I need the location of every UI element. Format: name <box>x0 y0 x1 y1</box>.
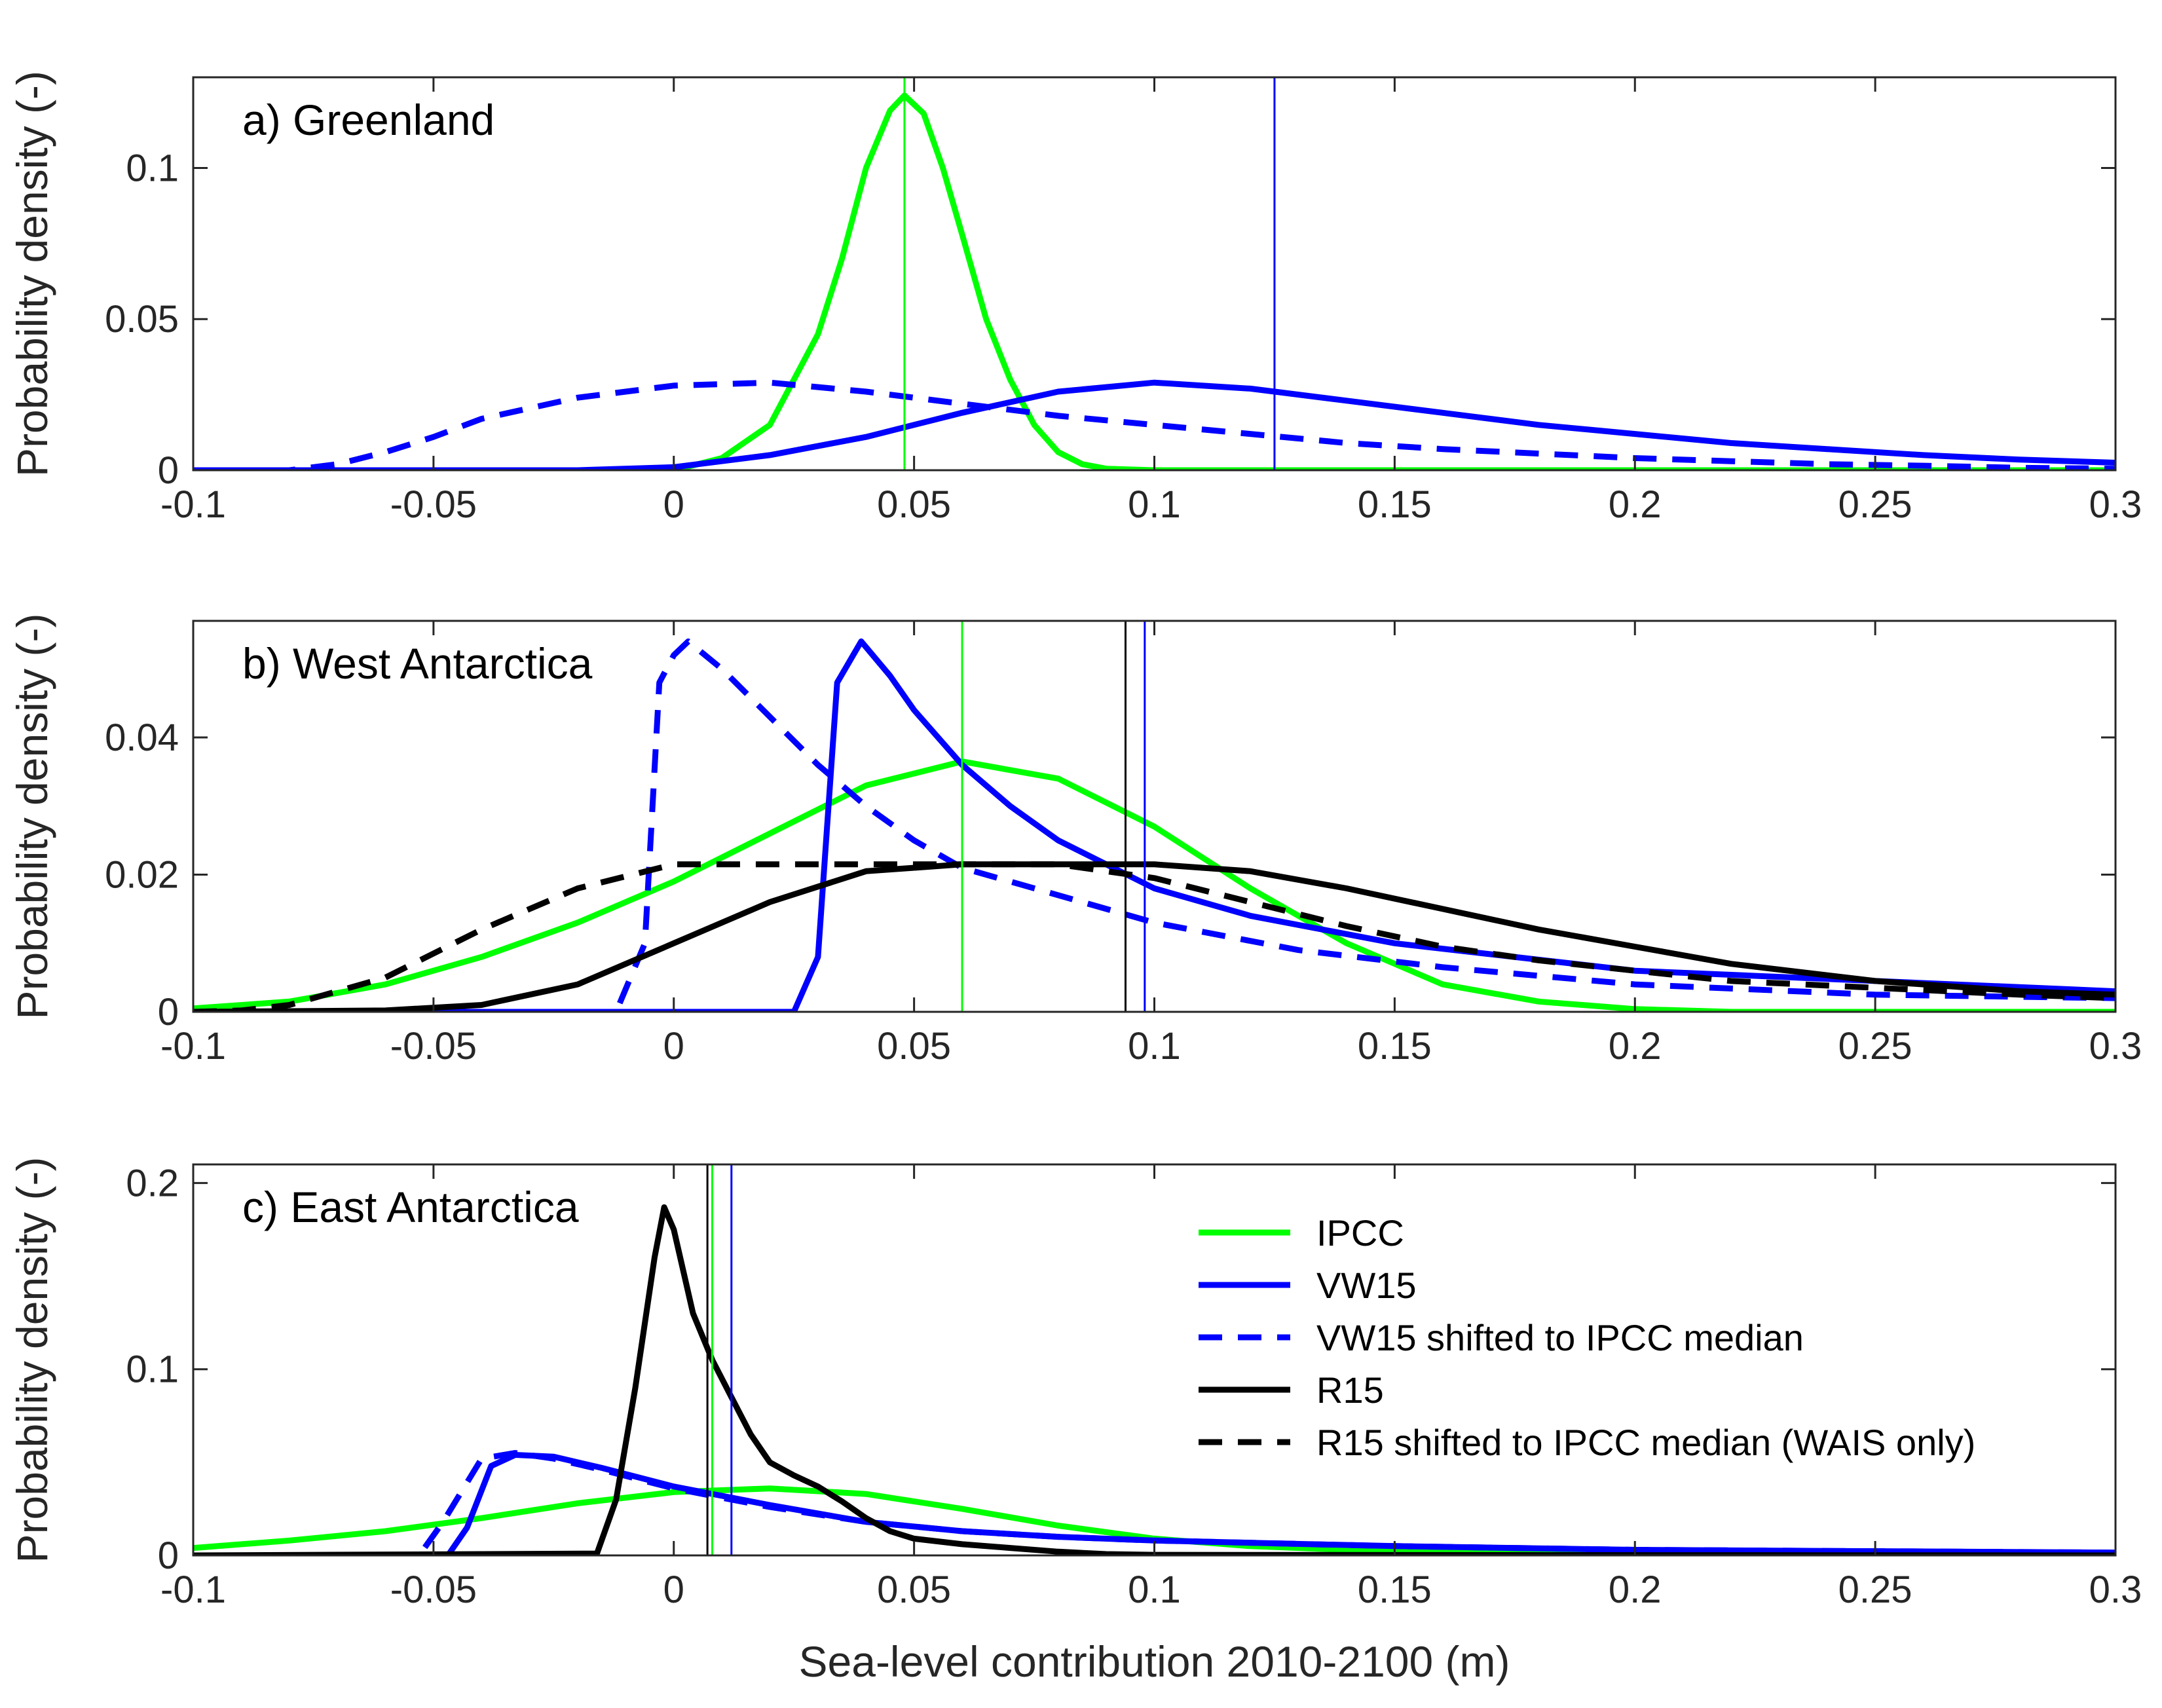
x-tick-label: 0.3 <box>2089 1569 2142 1611</box>
x-tick-label: 0.1 <box>1128 1025 1181 1068</box>
y-tick-label: 0.1 <box>126 147 179 189</box>
x-tick-label: 0.05 <box>877 1569 951 1611</box>
x-tick-label: 0.2 <box>1609 1025 1662 1068</box>
x-tick-label: 0.25 <box>1838 1025 1912 1068</box>
series-line-r15 <box>193 861 2115 1012</box>
x-tick-label: 0 <box>663 1569 684 1611</box>
panel-1: -0.1 -0.05 0 0.05 0.1 0.15 0.2 0.25 0.3 0 0.05 0.1 P… <box>8 71 2142 526</box>
legend-label: IPCC <box>1316 1212 1404 1253</box>
panel-title: a) Greenland <box>242 96 494 144</box>
x-tick-label: 0.05 <box>877 1025 951 1068</box>
x-tick-label: 0.2 <box>1609 483 1662 526</box>
x-tick-label: -0.1 <box>160 483 226 526</box>
y-tick-label: 0.02 <box>105 854 179 897</box>
x-tick-label: 0.1 <box>1128 1569 1181 1611</box>
panel-2: -0.1 -0.05 0 0.05 0.1 0.15 0.2 0.25 0.3 0 0.02 0.04… <box>8 614 2142 1068</box>
x-tick-label: -0.1 <box>160 1569 226 1611</box>
x-tick-label: 0.1 <box>1128 483 1181 526</box>
y-axis-label: Probability density (-) <box>8 1157 56 1563</box>
series-line-r15 <box>193 1204 2115 1555</box>
y-tick-label: 0.2 <box>126 1162 179 1204</box>
legend-label: R15 <box>1316 1369 1384 1411</box>
legend-label: VW15 <box>1316 1265 1417 1306</box>
x-tick-label: 0.25 <box>1838 483 1912 526</box>
y-tick-label: 0.04 <box>105 716 179 759</box>
panel-title: b) West Antarctica <box>242 639 593 688</box>
series-line-ipcc <box>193 758 2115 1012</box>
y-tick-label: 0.05 <box>105 298 179 341</box>
series-line-vw15-shifted-to-ipcc-median <box>193 379 2115 470</box>
y-axis-label: Probability density (-) <box>8 614 56 1020</box>
y-tick-label: 0.1 <box>126 1348 179 1391</box>
legend: IPCC VW15 VW15 shifted to IPCC median R15 R1… <box>1199 1212 1975 1463</box>
x-axis-label: Sea-level contribution 2010-2100 (m) <box>799 1637 1510 1686</box>
y-axis-label: Probability density (-) <box>8 71 56 477</box>
series-line-vw15 <box>193 379 2115 470</box>
x-tick-label: -0.1 <box>160 1025 226 1068</box>
panel-3: -0.1 -0.05 0 0.05 0.1 0.15 0.2 0.25 0.3 0 0.1 0.2 Pr… <box>8 1157 2142 1686</box>
series-line-ipcc <box>193 1485 2115 1555</box>
x-tick-label: 0 <box>663 1025 684 1068</box>
series-line-vw15-shifted-to-ipcc-median <box>193 638 2115 1012</box>
x-tick-label: 0.05 <box>877 483 951 526</box>
x-tick-label: 0.15 <box>1358 483 1432 526</box>
x-tick-label: 0.25 <box>1838 1569 1912 1611</box>
x-tick-label: 0.2 <box>1609 1569 1662 1611</box>
x-tick-label: -0.05 <box>390 1569 477 1611</box>
x-tick-label: -0.05 <box>390 483 477 526</box>
x-tick-label: 0.3 <box>2089 1025 2142 1068</box>
x-tick-label: -0.05 <box>390 1025 477 1068</box>
x-tick-label: 0.15 <box>1358 1569 1432 1611</box>
x-tick-label: 0.3 <box>2089 483 2142 526</box>
series-line-r15-shifted-to-ipcc-median-wais-only <box>193 861 2115 1012</box>
panel-title: c) East Antarctica <box>242 1183 579 1231</box>
x-tick-label: 0 <box>663 483 684 526</box>
y-tick-label: 0 <box>158 991 179 1033</box>
y-tick-label: 0 <box>158 449 179 492</box>
y-tick-label: 0 <box>158 1534 179 1577</box>
series-line-ipcc <box>193 92 2115 470</box>
series-line-vw15-shifted-to-ipcc-median <box>193 1450 2115 1555</box>
legend-label: VW15 shifted to IPCC median <box>1316 1317 1804 1358</box>
legend-label: R15 shifted to IPCC median (WAIS only) <box>1316 1422 1975 1463</box>
x-tick-label: 0.15 <box>1358 1025 1432 1068</box>
